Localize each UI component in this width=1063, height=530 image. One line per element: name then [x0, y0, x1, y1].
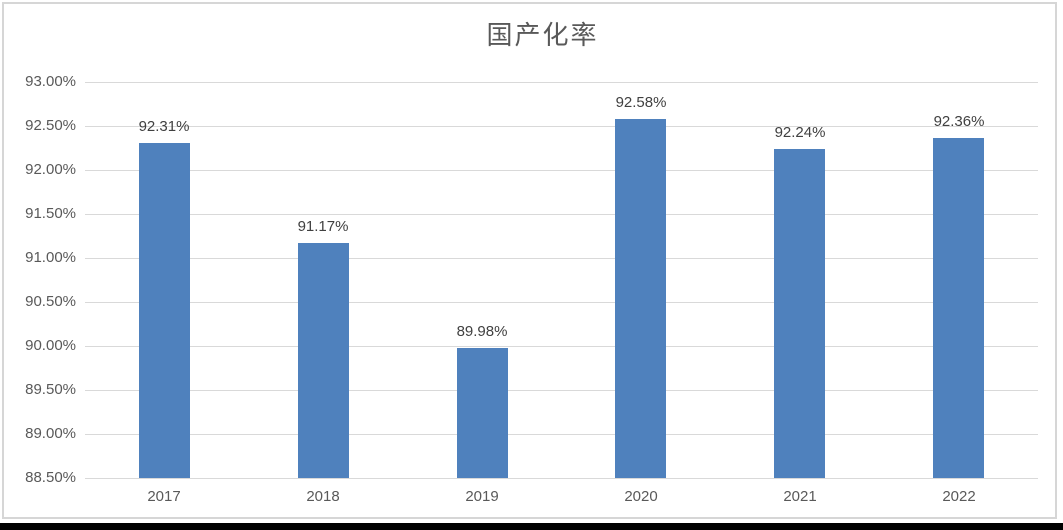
bar-value-label: 91.17% — [297, 218, 349, 235]
y-tick-label: 89.00% — [25, 425, 76, 442]
y-tick-label: 90.50% — [25, 293, 76, 310]
y-tick-label: 91.00% — [25, 249, 76, 266]
gridline — [85, 478, 1038, 479]
x-tick-label: 2019 — [465, 488, 499, 505]
gridline — [85, 258, 1038, 259]
bar-2018 — [298, 243, 349, 478]
y-tick-label: 91.50% — [25, 205, 76, 222]
bar-value-label: 89.98% — [456, 323, 508, 340]
x-tick-label: 2022 — [942, 488, 976, 505]
y-tick-label: 89.50% — [25, 381, 76, 398]
gridline — [85, 434, 1038, 435]
bottom-edge-bar — [0, 523, 1063, 530]
gridline — [85, 126, 1038, 127]
bar-2017 — [139, 143, 190, 478]
bar-2021 — [774, 149, 825, 478]
x-tick-label: 2018 — [306, 488, 340, 505]
x-tick-label: 2021 — [783, 488, 817, 505]
gridline — [85, 390, 1038, 391]
y-tick-label: 93.00% — [25, 73, 76, 90]
chart-title: 国产化率 — [486, 21, 599, 51]
x-tick-label: 2020 — [624, 488, 658, 505]
y-tick-label: 92.50% — [25, 117, 76, 134]
bar-value-label: 92.31% — [138, 118, 190, 135]
bar-2020 — [615, 119, 666, 478]
bar-value-label: 92.24% — [774, 124, 826, 141]
plot-area: 92.31% 91.17% 89.98% 92.58% 92.24% 92.36% — [85, 82, 1038, 479]
x-tick-label: 2017 — [147, 488, 181, 505]
bar-value-label: 92.58% — [615, 94, 667, 111]
bar-2022 — [933, 138, 984, 478]
gridline — [85, 302, 1038, 303]
y-tick-label: 90.00% — [25, 337, 76, 354]
y-tick-label: 88.50% — [25, 469, 76, 486]
gridline — [85, 170, 1038, 171]
bar-value-label: 92.36% — [933, 113, 985, 130]
y-tick-label: 92.00% — [25, 161, 76, 178]
gridline — [85, 214, 1038, 215]
gridline — [85, 346, 1038, 347]
gridline — [85, 82, 1038, 83]
bar-2019 — [457, 348, 508, 478]
